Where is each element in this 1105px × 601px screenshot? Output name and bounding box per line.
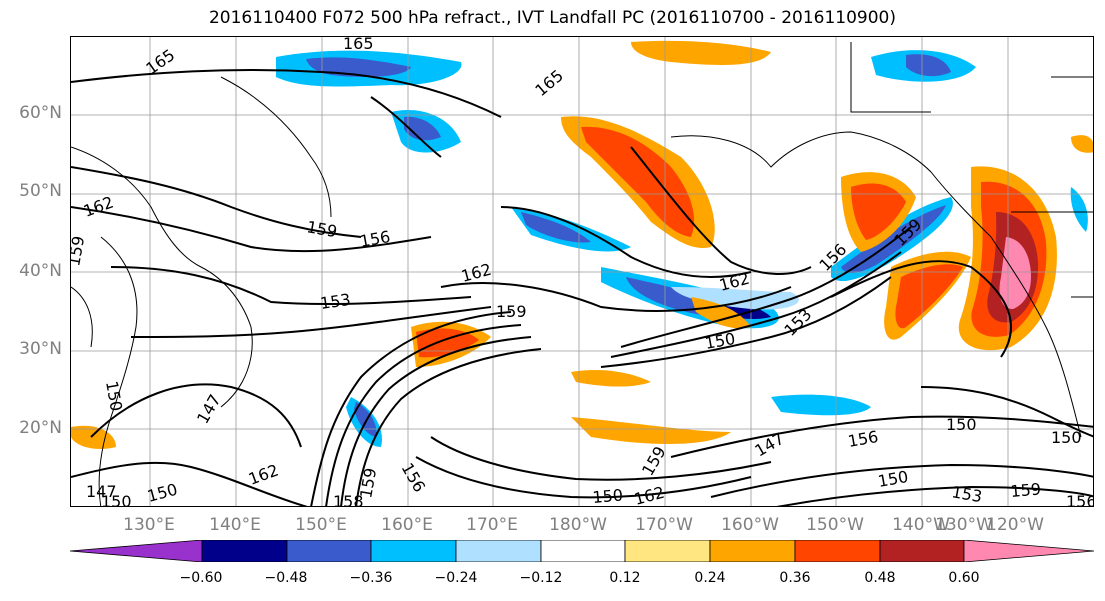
lon-label-130w: 130°W bbox=[935, 515, 993, 535]
contour-label: 150 bbox=[1051, 428, 1082, 447]
colorbar-segment bbox=[709, 540, 796, 562]
colorbar-segment bbox=[70, 540, 203, 562]
contour-label: 153 bbox=[780, 305, 815, 340]
colorbar-tick: 0.48 bbox=[864, 570, 896, 586]
colorbar-tick: −0.36 bbox=[349, 570, 393, 586]
colorbar-tick: −0.12 bbox=[519, 570, 563, 586]
colorbar bbox=[70, 540, 1094, 562]
colorbar-tick: 0.36 bbox=[779, 570, 811, 586]
contour-label: 147 bbox=[86, 482, 117, 501]
lon-label-150e: 150°E bbox=[295, 515, 347, 535]
contour-label: 156 bbox=[1066, 492, 1094, 507]
lon-label-150w: 150°W bbox=[806, 515, 864, 535]
contour-label: 159 bbox=[1010, 479, 1042, 501]
colorbar-segment bbox=[455, 540, 542, 562]
colorbar-segment bbox=[794, 540, 881, 562]
colorbar-segment bbox=[963, 540, 1094, 562]
shading-negative bbox=[276, 50, 1088, 447]
contour-label: 159 bbox=[305, 217, 338, 241]
lon-label-130e: 130°E bbox=[123, 515, 175, 535]
contour-label: 156 bbox=[358, 227, 391, 251]
contour-label: 162 bbox=[81, 192, 116, 220]
map-panel: 165 165 165 162 159 159 156 162 153 159 … bbox=[70, 36, 1094, 507]
contour-label: 150 bbox=[592, 485, 624, 507]
contour-label: 162 bbox=[632, 483, 666, 507]
lat-label-40n: 40°N bbox=[19, 261, 62, 281]
lon-label-160w: 160°W bbox=[721, 515, 779, 535]
lon-label-180w: 180°W bbox=[549, 515, 607, 535]
contour-label: 153 bbox=[319, 290, 352, 313]
lon-label-170w: 170°W bbox=[635, 515, 693, 535]
contour-label: 158 bbox=[333, 492, 364, 507]
contour-label: 150 bbox=[876, 467, 909, 491]
lat-label-60n: 60°N bbox=[19, 103, 62, 123]
contour-label: 147 bbox=[193, 391, 225, 427]
contour-label: 165 bbox=[531, 66, 567, 100]
contour-label: 150 bbox=[946, 415, 977, 434]
colorbar-tick: 0.60 bbox=[948, 570, 980, 586]
contour-label: 159 bbox=[496, 302, 527, 321]
lon-label-160e: 160°E bbox=[381, 515, 433, 535]
colorbar-segment bbox=[201, 540, 288, 562]
lat-label-50n: 50°N bbox=[19, 181, 62, 201]
map-title: 2016110400 F072 500 hPa refract., IVT La… bbox=[208, 8, 896, 28]
colorbar-tick: −0.48 bbox=[264, 570, 308, 586]
colorbar-tick: 0.24 bbox=[694, 570, 726, 586]
coastlines bbox=[71, 42, 1093, 506]
contour-label: 159 bbox=[71, 234, 88, 267]
colorbar-segments bbox=[70, 540, 1094, 562]
lat-label-30n: 30°N bbox=[19, 339, 62, 359]
colorbar-segment bbox=[370, 540, 457, 562]
colorbar-segment bbox=[879, 540, 965, 562]
geopotential-contours bbox=[71, 69, 1093, 506]
colorbar-segment bbox=[540, 540, 626, 562]
colorbar-segment bbox=[624, 540, 711, 562]
colorbar-tick: −0.24 bbox=[434, 570, 478, 586]
map-canvas: 165 165 165 162 159 159 156 162 153 159 … bbox=[71, 37, 1094, 507]
lon-label-140w: 140°W bbox=[892, 515, 950, 535]
contour-label: 150 bbox=[101, 492, 132, 507]
colorbar-tick: −0.60 bbox=[179, 570, 223, 586]
lon-label-140e: 140°E bbox=[209, 515, 261, 535]
lat-label-20n: 20°N bbox=[19, 418, 62, 438]
gridlines bbox=[71, 37, 1093, 506]
contour-label: 153 bbox=[950, 482, 983, 506]
contour-label: 150 bbox=[703, 329, 736, 353]
contour-label: 156 bbox=[398, 460, 430, 496]
contour-label: 162 bbox=[459, 260, 493, 286]
colorbar-segment bbox=[286, 540, 372, 562]
colorbar-tick: 0.12 bbox=[609, 570, 641, 586]
contour-label: 162 bbox=[246, 460, 281, 488]
lon-label-120w: 120°W bbox=[986, 515, 1044, 535]
contour-label: 156 bbox=[846, 427, 879, 451]
lon-label-170e: 170°E bbox=[466, 515, 518, 535]
contour-label: 150 bbox=[102, 379, 126, 412]
contour-label: 165 bbox=[343, 37, 374, 53]
